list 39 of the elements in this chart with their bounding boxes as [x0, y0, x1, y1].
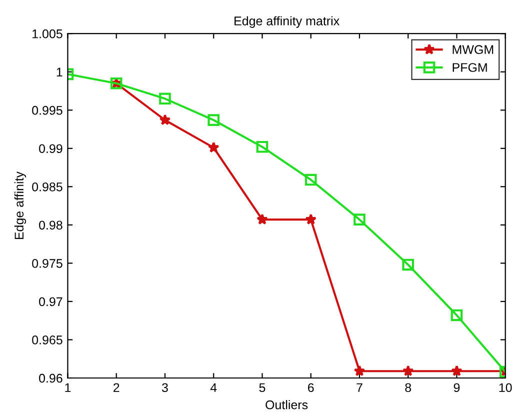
x-tick-label: 2: [114, 383, 120, 392]
point: [304, 174, 317, 186]
y-tick-label: 0.975: [32, 259, 62, 268]
y-axis-title: Edge affinity: [14, 172, 26, 240]
x-tick-label: 5: [259, 383, 266, 392]
point: [208, 114, 220, 126]
x-axis-title: Outliers: [266, 400, 308, 410]
chart-title: Edge affinity matrix: [234, 16, 340, 28]
x-tick-label: 7: [356, 383, 362, 392]
point: [256, 140, 268, 153]
point: [208, 142, 220, 153]
point: [159, 92, 171, 105]
point: [305, 214, 317, 225]
legend-label: MWGM: [452, 45, 494, 54]
point: [402, 365, 414, 376]
y-tick-label: 0.96: [39, 374, 62, 383]
x-tick-label: 10: [499, 383, 512, 392]
x-tick-label: 3: [162, 383, 168, 392]
y-tick-label: 0.985: [32, 182, 62, 192]
point: [354, 214, 366, 226]
y-tick-label: 0.99: [39, 144, 62, 154]
y-tick-label: 0.98: [39, 220, 62, 230]
x-tick-label: 9: [454, 383, 460, 392]
y-tick-label: 1.005: [32, 29, 62, 38]
y-tick-label: 0.965: [32, 336, 62, 344]
point: [354, 365, 366, 376]
legend-label: PFGM: [452, 63, 487, 72]
point: [450, 309, 463, 322]
point: [402, 258, 414, 271]
point: [159, 114, 171, 126]
point: [451, 365, 462, 376]
y-tick-label: 0.995: [32, 106, 62, 115]
y-tick-label: 1: [56, 68, 62, 76]
y-tick-label: 0.97: [39, 297, 62, 306]
point: [256, 214, 268, 225]
x-tick-label: 6: [308, 383, 314, 392]
x-tick-label: 1: [65, 383, 71, 392]
x-tick-label: 8: [405, 383, 412, 392]
x-tick-label: 4: [210, 383, 217, 392]
